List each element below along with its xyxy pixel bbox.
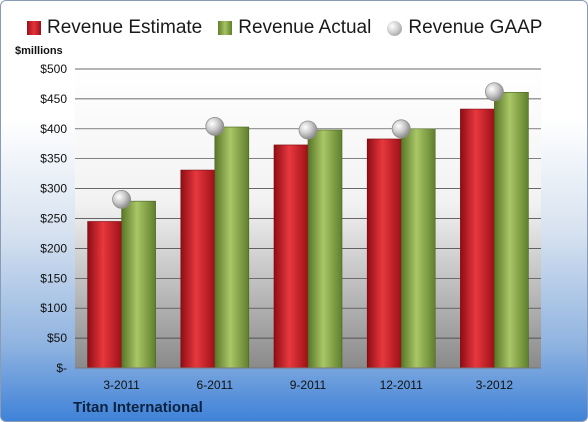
legend-item-actual: Revenue Actual <box>218 17 371 39</box>
y-tick-label: $200 <box>40 241 67 255</box>
legend-swatch-gaap <box>387 20 403 36</box>
marker-revenue-gaap <box>391 119 411 139</box>
y-tick-label: $50 <box>47 331 67 345</box>
y-tick-label: $450 <box>40 92 67 106</box>
y-axis-ticks: $- $50 $100 $150 $200 $250 $300 $350 $400 $450 $50… <box>40 62 67 375</box>
marker-revenue-gaap <box>298 120 318 140</box>
y-tick-label: $300 <box>40 182 67 196</box>
legend-label-estimate: Revenue Estimate <box>47 17 203 38</box>
y-tick-label: $100 <box>40 301 67 315</box>
marker-revenue-gaap <box>205 117 225 136</box>
legend: Revenue Estimate Revenue Actual Revenue … <box>27 17 542 39</box>
bar-revenue-actual <box>121 200 156 369</box>
legend-item-gaap: Revenue GAAP <box>387 17 542 39</box>
x-tick-label: 6-2011 <box>197 378 234 392</box>
legend-swatch-estimate <box>27 21 41 35</box>
y-tick-label: $250 <box>40 212 67 226</box>
bar-revenue-estimate <box>460 108 495 369</box>
company-caption: Titan International <box>73 399 203 416</box>
y-tick-label: $350 <box>40 152 67 166</box>
y-tick-label: $150 <box>40 271 67 285</box>
legend-label-actual: Revenue Actual <box>238 17 372 38</box>
bar-revenue-actual <box>494 92 529 369</box>
bar-revenue-estimate <box>87 221 122 369</box>
x-tick-label: 9-2011 <box>290 378 327 392</box>
bar-revenue-actual <box>400 128 436 369</box>
marker-revenue-gaap <box>484 82 504 102</box>
gaap-markers <box>112 82 504 209</box>
y-tick-label: $- <box>56 361 67 375</box>
marker-revenue-gaap <box>112 189 131 209</box>
x-axis-ticks: 3-2011 6-2011 9-2011 12-2011 3-2012 <box>103 378 513 392</box>
x-tick-label: 3-2011 <box>103 378 140 392</box>
bar-revenue-actual <box>307 129 343 369</box>
y-tick-label: $400 <box>40 122 67 136</box>
bars <box>87 92 529 369</box>
legend-swatch-actual <box>218 21 233 35</box>
bar-revenue-estimate <box>366 138 402 369</box>
y-axis-unit-label: $millions <box>15 45 63 57</box>
x-tick-label: 3-2012 <box>476 378 514 392</box>
legend-item-estimate: Revenue Estimate <box>27 17 202 39</box>
bar-revenue-actual <box>214 126 250 369</box>
y-tick-label: $500 <box>40 62 67 76</box>
legend-label-gaap: Revenue GAAP <box>408 17 543 38</box>
bar-revenue-estimate <box>180 169 216 369</box>
x-tick-label: 12-2011 <box>380 378 423 392</box>
bar-revenue-estimate <box>273 144 309 369</box>
